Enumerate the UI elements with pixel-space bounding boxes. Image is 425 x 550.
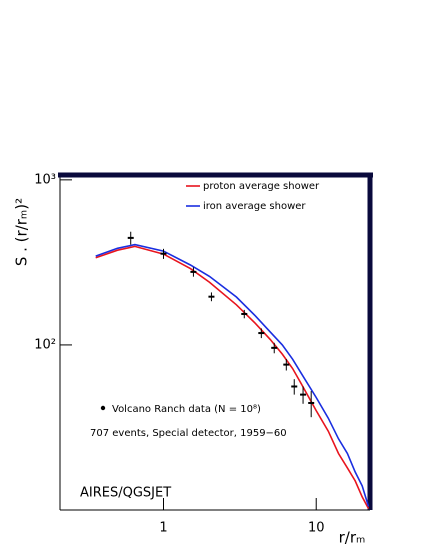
data-point	[283, 363, 290, 366]
data-point	[127, 236, 134, 239]
annotation: AIRES/QGSJET	[80, 486, 171, 501]
line-series	[95, 245, 370, 509]
x-tick-label: 10	[308, 521, 325, 536]
data-point	[271, 346, 278, 349]
annotation: 707 events, Special detector, 1959−60	[90, 428, 287, 439]
legend-label: proton average shower	[203, 181, 320, 192]
y-axis-label: S . (r/rₘ)²	[13, 198, 31, 266]
data-point	[258, 332, 265, 335]
legend-label: Volcano Ranch data (N = 10⁸)	[112, 404, 261, 415]
x-tick-label: 1	[159, 521, 167, 536]
data-point	[241, 312, 248, 315]
data-point	[190, 270, 197, 273]
legend-label: iron average shower	[203, 201, 306, 212]
data-point	[300, 393, 307, 396]
data-point	[291, 385, 298, 388]
legend-marker	[100, 405, 106, 411]
y-tick-label: 10²	[34, 337, 56, 352]
x-axis-label: r/rₘ	[339, 529, 366, 547]
y-tick-label: 10³	[34, 172, 56, 187]
data-point	[208, 295, 215, 298]
data-point	[308, 401, 315, 404]
line-series	[95, 243, 370, 507]
data-point	[160, 252, 167, 255]
